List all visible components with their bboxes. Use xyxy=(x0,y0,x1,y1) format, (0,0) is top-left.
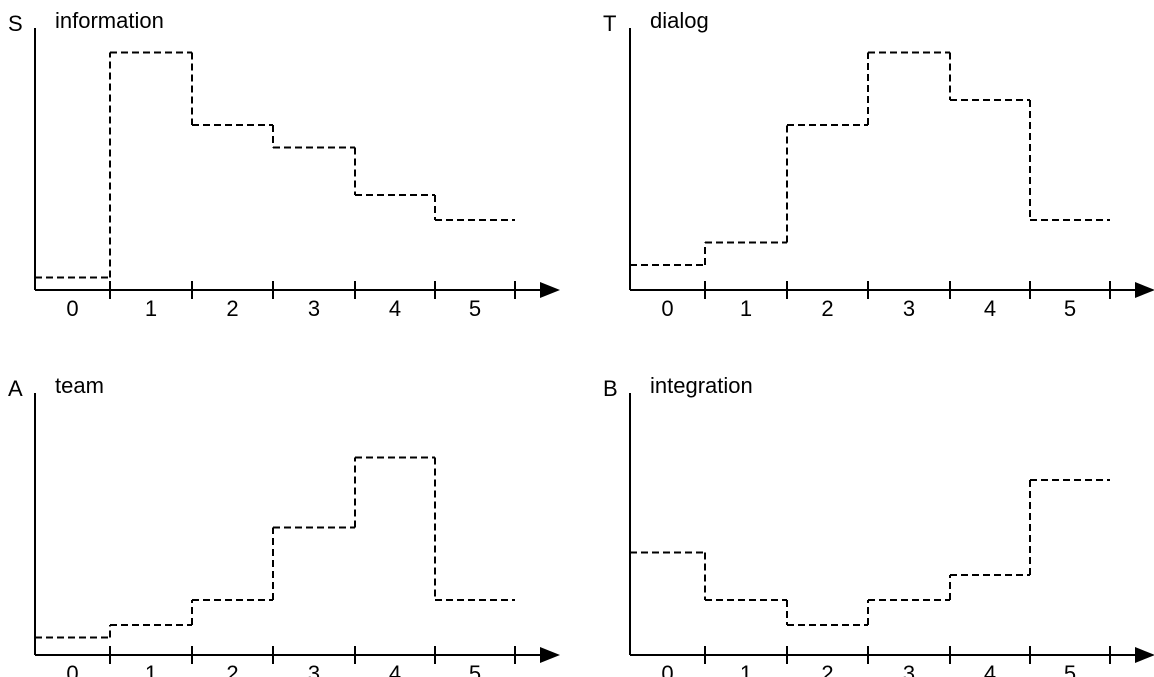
x-tick-label: 0 xyxy=(66,296,78,321)
x-tick-label: 4 xyxy=(984,661,996,677)
x-axis-arrow xyxy=(540,282,560,298)
x-tick-label: 3 xyxy=(308,296,320,321)
x-tick-label: 1 xyxy=(740,296,752,321)
x-tick-label: 3 xyxy=(308,661,320,677)
x-tick-label: 3 xyxy=(903,296,915,321)
panel-label: A xyxy=(8,376,23,401)
x-tick-label: 0 xyxy=(661,661,673,677)
x-tick-label: 2 xyxy=(226,661,238,677)
panel-title: information xyxy=(55,8,164,33)
panel-label: S xyxy=(8,11,23,36)
panel-label: T xyxy=(603,11,616,36)
x-tick-label: 3 xyxy=(903,661,915,677)
panel-title: dialog xyxy=(650,8,709,33)
x-tick-label: 5 xyxy=(469,296,481,321)
x-tick-label: 2 xyxy=(821,661,833,677)
panel-label: B xyxy=(603,376,618,401)
panel-title: team xyxy=(55,373,104,398)
x-axis-arrow xyxy=(1135,282,1154,298)
x-tick-label: 5 xyxy=(1064,661,1076,677)
x-tick-label: 1 xyxy=(145,296,157,321)
x-axis-arrow xyxy=(540,647,560,663)
x-tick-label: 1 xyxy=(145,661,157,677)
x-tick-label: 5 xyxy=(1064,296,1076,321)
x-tick-label: 2 xyxy=(821,296,833,321)
x-tick-label: 4 xyxy=(984,296,996,321)
x-tick-label: 2 xyxy=(226,296,238,321)
panel-title: integration xyxy=(650,373,753,398)
x-axis-arrow xyxy=(1135,647,1154,663)
x-tick-label: 0 xyxy=(661,296,673,321)
x-tick-label: 4 xyxy=(389,296,401,321)
x-tick-label: 1 xyxy=(740,661,752,677)
x-tick-label: 4 xyxy=(389,661,401,677)
x-tick-label: 0 xyxy=(66,661,78,677)
x-tick-label: 5 xyxy=(469,661,481,677)
